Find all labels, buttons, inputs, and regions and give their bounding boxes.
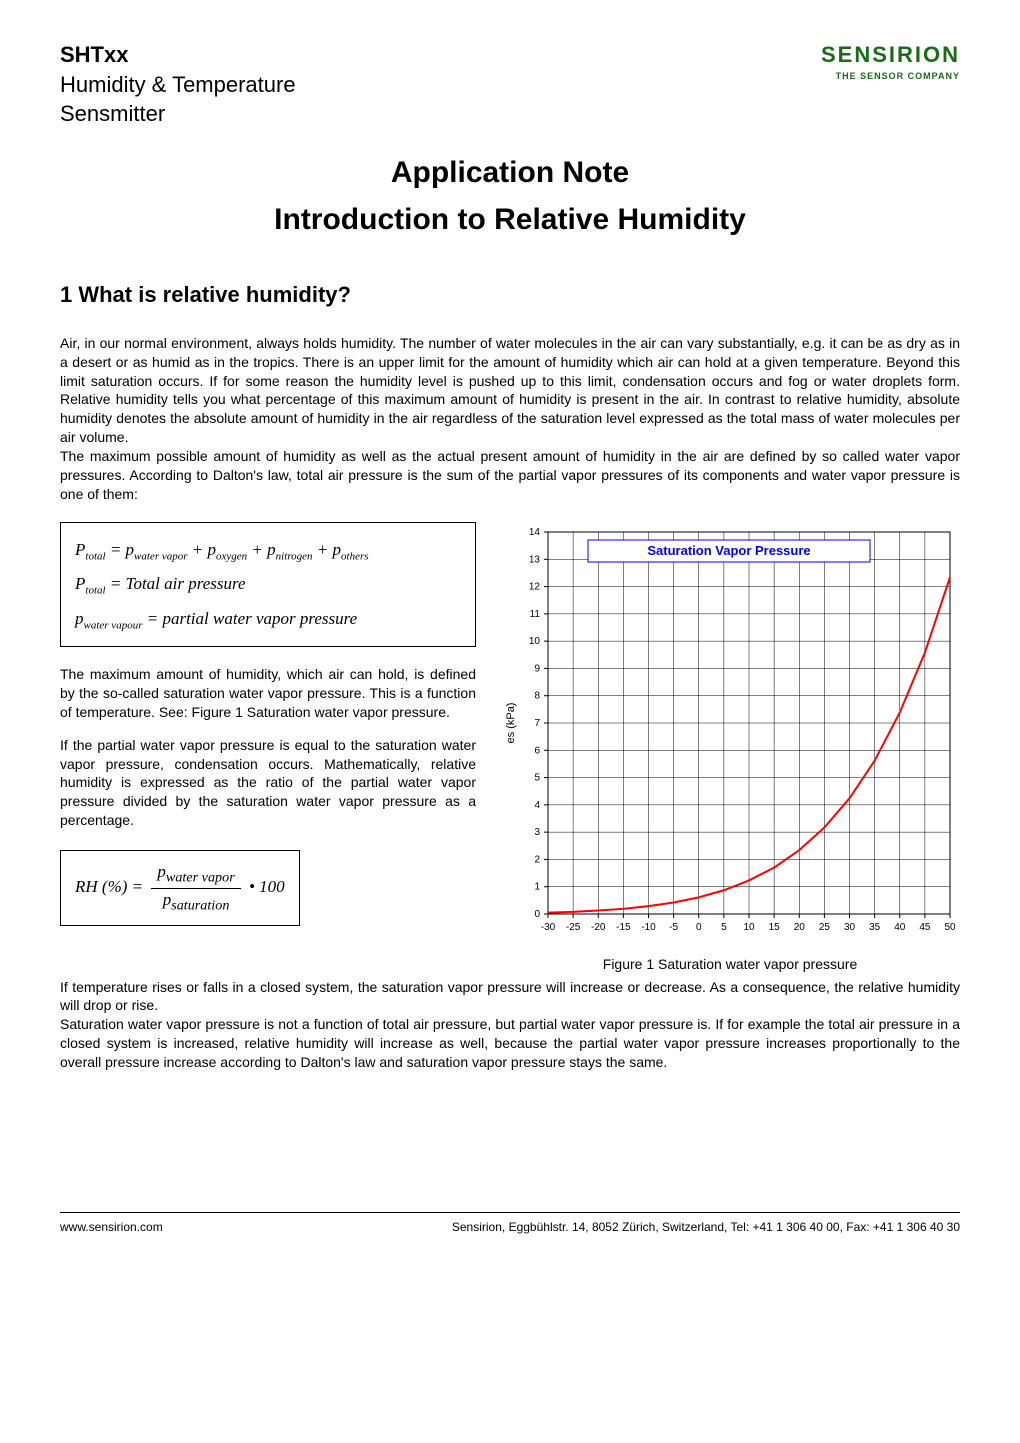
- svg-text:1: 1: [534, 881, 540, 892]
- product-subtitle-2: Sensmitter: [60, 99, 296, 129]
- svg-text:45: 45: [919, 922, 931, 933]
- logo-main: SENSIRION: [821, 40, 960, 70]
- sub: total: [85, 585, 105, 597]
- svg-text:10: 10: [529, 636, 541, 647]
- svg-text:es (kPa): es (kPa): [505, 702, 517, 743]
- formula-line-1: Ptotal = pwater vapor + poxygen + pnitro…: [75, 533, 461, 567]
- svg-text:Saturation Vapor Pressure: Saturation Vapor Pressure: [647, 543, 810, 558]
- left-para-2: If the partial water vapor pressure is e…: [60, 736, 476, 830]
- sub: nitrogen: [276, 550, 313, 562]
- svg-text:10: 10: [743, 922, 755, 933]
- svg-text:25: 25: [819, 922, 831, 933]
- formula-line-3: pwater vapour = partial water vapor pres…: [75, 602, 461, 636]
- chart-caption: Figure 1 Saturation water vapor pressure: [500, 955, 960, 974]
- header: SHTxx Humidity & Temperature Sensmitter …: [60, 40, 960, 129]
- after-chart-para-2: Saturation water vapor pressure is not a…: [60, 1015, 960, 1072]
- text: partial water vapor pressure: [162, 609, 357, 628]
- sub: oxygen: [216, 550, 247, 562]
- after-chart-para-1: If temperature rises or falls in a close…: [60, 978, 960, 1016]
- svg-text:11: 11: [530, 609, 541, 620]
- svg-text:5: 5: [534, 772, 540, 783]
- sym: P: [75, 540, 85, 559]
- svg-text:6: 6: [534, 745, 540, 756]
- section-1-heading: 1 What is relative humidity?: [60, 280, 960, 310]
- svg-text:-20: -20: [591, 922, 606, 933]
- svg-text:5: 5: [721, 922, 727, 933]
- sub: water vapour: [84, 619, 143, 631]
- sub: total: [85, 550, 105, 562]
- dalton-formula-box: Ptotal = pwater vapor + poxygen + pnitro…: [60, 522, 476, 647]
- formula-line-2: Ptotal = Total air pressure: [75, 567, 461, 601]
- sym: • 100: [249, 877, 285, 896]
- svg-text:14: 14: [529, 527, 541, 538]
- doc-title-line1: Application Note: [60, 153, 960, 194]
- svg-text:15: 15: [769, 922, 781, 933]
- svg-text:35: 35: [869, 922, 881, 933]
- svg-text:-25: -25: [566, 922, 581, 933]
- sym: RH: [75, 877, 98, 896]
- sym: p: [208, 540, 217, 559]
- svg-text:-10: -10: [641, 922, 656, 933]
- doc-title-line2: Introduction to Relative Humidity: [60, 200, 960, 241]
- svg-text:2: 2: [534, 854, 540, 865]
- product-block: SHTxx Humidity & Temperature Sensmitter: [60, 40, 296, 129]
- svg-text:3: 3: [534, 827, 540, 838]
- sym: p: [267, 540, 276, 559]
- svg-text:-5: -5: [669, 922, 678, 933]
- two-column-region: Ptotal = pwater vapor + poxygen + pnitro…: [60, 522, 960, 974]
- footer: www.sensirion.com Sensirion, Eggbühlstr.…: [60, 1212, 960, 1235]
- footer-right: Sensirion, Eggbühlstr. 14, 8052 Zürich, …: [452, 1219, 960, 1235]
- sub: water vapor: [166, 869, 235, 885]
- section-1-para-1: Air, in our normal environment, always h…: [60, 334, 960, 447]
- left-para-1: The maximum amount of humidity, which ai…: [60, 665, 476, 722]
- svg-text:0: 0: [534, 909, 540, 920]
- logo-sub: THE SENSOR COMPANY: [821, 70, 960, 82]
- svg-text:20: 20: [794, 922, 806, 933]
- chart-svg: -30-25-20-15-10-505101520253035404550012…: [500, 522, 960, 942]
- sub: saturation: [171, 897, 229, 913]
- numerator: pwater vapor: [151, 861, 240, 889]
- sym: p: [163, 890, 172, 909]
- svg-text:-15: -15: [616, 922, 631, 933]
- svg-text:40: 40: [894, 922, 906, 933]
- svg-text:9: 9: [534, 663, 540, 674]
- sym: (%): [102, 877, 127, 896]
- sym: p: [126, 540, 135, 559]
- sym: p: [157, 862, 166, 881]
- saturation-chart: -30-25-20-15-10-505101520253035404550012…: [500, 522, 960, 947]
- svg-text:4: 4: [534, 800, 540, 811]
- product-name: SHTxx: [60, 40, 296, 70]
- logo: SENSIRION THE SENSOR COMPANY: [821, 40, 960, 82]
- sub: water vapor: [134, 550, 187, 562]
- svg-text:-30: -30: [541, 922, 556, 933]
- sym: p: [333, 540, 342, 559]
- left-column: Ptotal = pwater vapor + poxygen + pnitro…: [60, 522, 476, 926]
- svg-text:8: 8: [534, 690, 540, 701]
- svg-text:0: 0: [696, 922, 702, 933]
- svg-text:13: 13: [529, 554, 541, 565]
- svg-text:30: 30: [844, 922, 856, 933]
- svg-text:50: 50: [944, 922, 956, 933]
- denominator: psaturation: [151, 889, 240, 916]
- footer-left: www.sensirion.com: [60, 1219, 163, 1235]
- right-column: -30-25-20-15-10-505101520253035404550012…: [500, 522, 960, 974]
- text: Total air pressure: [126, 574, 246, 593]
- fraction: pwater vapor psaturation: [151, 861, 240, 915]
- sym: P: [75, 574, 85, 593]
- sub: others: [341, 550, 369, 562]
- product-subtitle-1: Humidity & Temperature: [60, 70, 296, 100]
- svg-text:7: 7: [534, 718, 540, 729]
- section-1-para-2: The maximum possible amount of humidity …: [60, 447, 960, 504]
- sym: p: [75, 609, 84, 628]
- svg-text:12: 12: [529, 581, 541, 592]
- rh-formula-box: RH (%) = pwater vapor psaturation • 100: [60, 850, 300, 926]
